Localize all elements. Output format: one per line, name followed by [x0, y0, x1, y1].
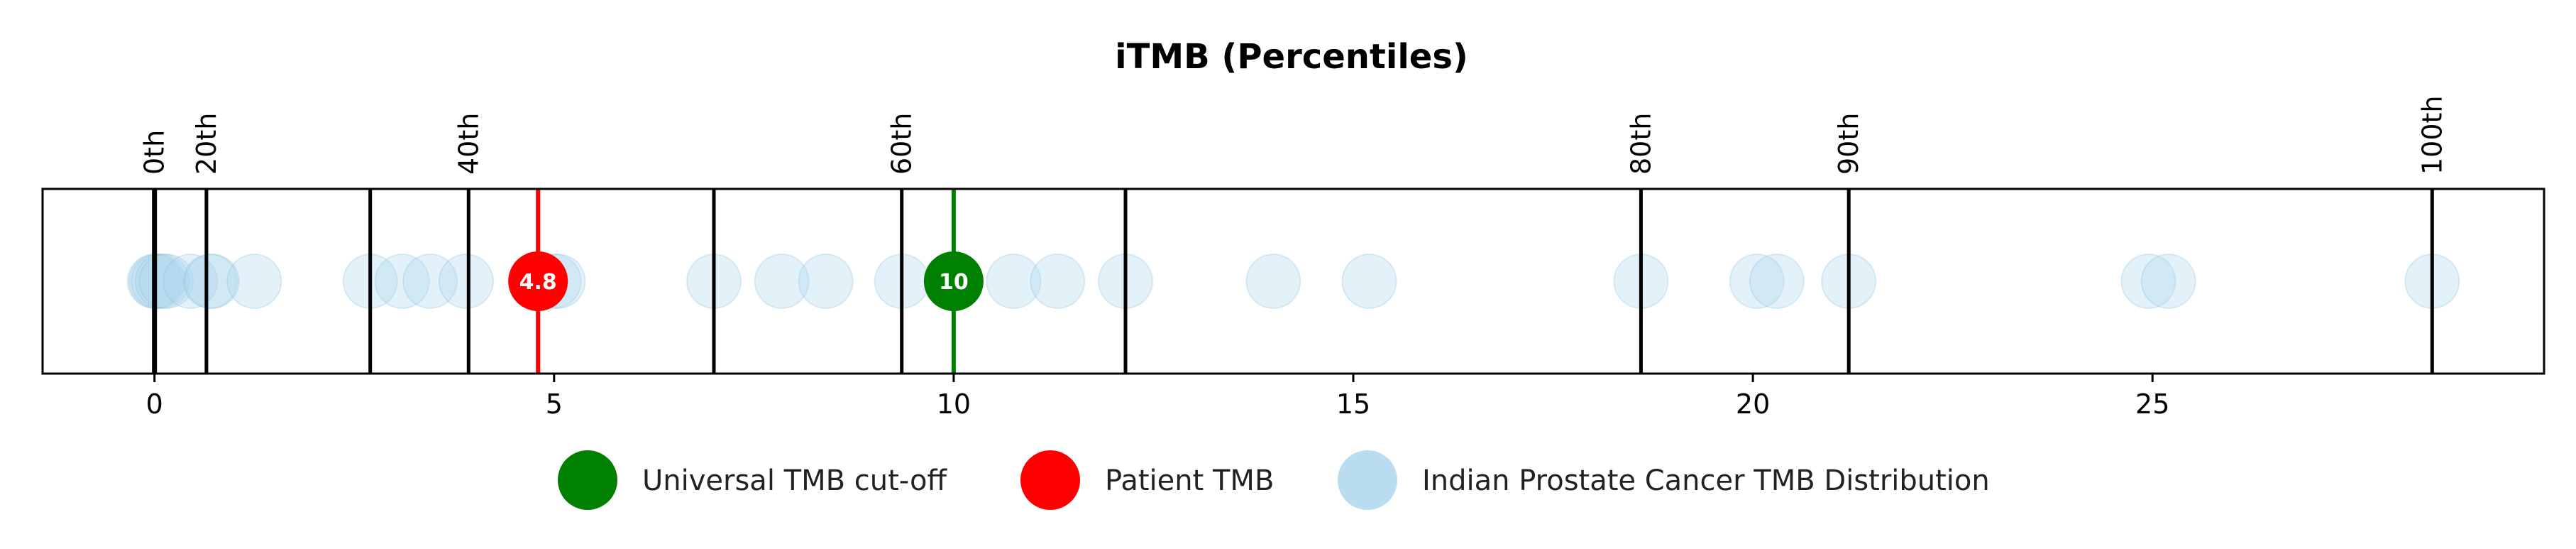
x-axis: 0 5 10 15 20 25 [146, 374, 2169, 420]
legend-label: Patient TMB [1105, 464, 1274, 497]
patient-tmb-label: 4.8 [519, 270, 557, 295]
distribution-point [2140, 254, 2196, 309]
chart-title: iTMB (Percentiles) [1115, 37, 1468, 77]
distribution-point [986, 254, 1042, 309]
percentile-labels: 0th 20th 40th 60th 80th 90th 100th [139, 95, 2448, 175]
distribution-point [1245, 254, 1301, 309]
x-tick-label: 10 [937, 388, 971, 420]
distribution-point [374, 254, 430, 309]
distribution-point [402, 254, 458, 309]
plot-frame [41, 187, 2545, 375]
percentile-label: 20th [191, 113, 222, 175]
x-tick-label: 25 [2135, 388, 2169, 420]
cutoff-tmb-label: 10 [939, 270, 969, 295]
distribution-point [1749, 254, 1805, 309]
light-blue-circle-icon [1338, 450, 1397, 510]
cutoff-tmb-marker [923, 251, 984, 311]
green-circle-icon [558, 450, 617, 510]
distribution-point [2120, 254, 2176, 309]
x-tick-label: 15 [1336, 388, 1370, 420]
distribution-point [1341, 254, 1397, 309]
distribution-point [131, 254, 187, 309]
x-tick-label: 20 [1736, 388, 1770, 420]
distribution-point [1729, 254, 1785, 309]
distribution-point [1030, 254, 1086, 309]
patient-tmb-marker [508, 251, 568, 311]
x-tick-label: 5 [546, 388, 563, 420]
distribution-points [126, 254, 2460, 309]
highlight-markers: 4.8 10 [508, 189, 984, 374]
percentile-label: 90th [1833, 113, 1864, 175]
distribution-point [754, 254, 810, 309]
distribution-point [226, 254, 282, 309]
legend: Universal TMB cut-off Patient TMB Indian P… [558, 450, 1990, 510]
distribution-point [438, 254, 494, 309]
percentile-label: 60th [886, 113, 918, 175]
percentile-label: 0th [139, 130, 170, 175]
percentile-label: 100th [2416, 95, 2448, 175]
x-tick-label: 0 [146, 388, 163, 420]
distribution-point [134, 254, 190, 309]
distribution-point [184, 254, 240, 309]
percentile-label: 40th [453, 113, 484, 175]
distribution-point [182, 254, 238, 309]
distribution-point [798, 254, 854, 309]
distribution-point [163, 254, 219, 309]
legend-label: Universal TMB cut-off [642, 464, 947, 497]
legend-label: Indian Prostate Cancer TMB Distribution [1422, 464, 1990, 497]
red-circle-icon [1020, 450, 1080, 510]
percentile-lines [152, 189, 2434, 374]
percentile-label: 80th [1625, 113, 1656, 175]
